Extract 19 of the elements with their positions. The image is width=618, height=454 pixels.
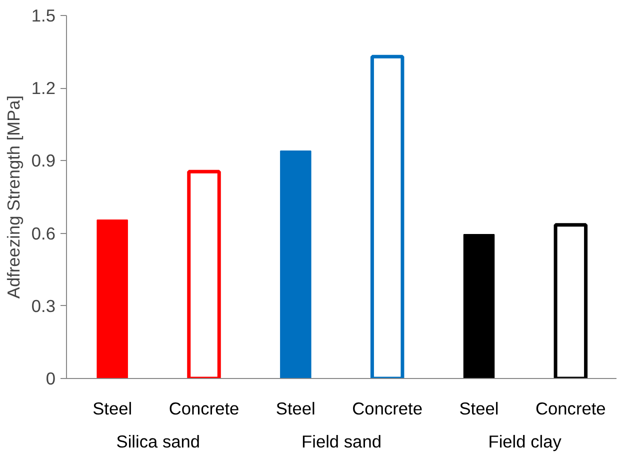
x-tick-label: Steel [459,398,499,418]
bar [96,219,128,378]
y-tick-label: 0.6 [31,223,56,244]
y-tick-label: 1.5 [31,6,56,26]
y-tick-label: 1.2 [31,78,56,98]
x-tick-label: Steel [276,398,316,418]
bar [463,234,495,378]
text: Silica sand [116,432,200,452]
y-tick-label: 0.3 [31,296,56,316]
x-tick-label: Concrete [352,398,422,418]
y-tick-label: 0 [46,368,56,388]
y-axis-title: Adfreezing Strength [MPa] [3,95,24,299]
text: Field sand [302,432,382,452]
x-tick-label: Concrete [536,398,606,418]
x-tick-label: Concrete [168,398,240,418]
bar [280,150,312,378]
x-tick-label: Steel [92,398,132,418]
y-tick-label: 0.9 [31,150,56,171]
text: Field clay [488,432,562,452]
